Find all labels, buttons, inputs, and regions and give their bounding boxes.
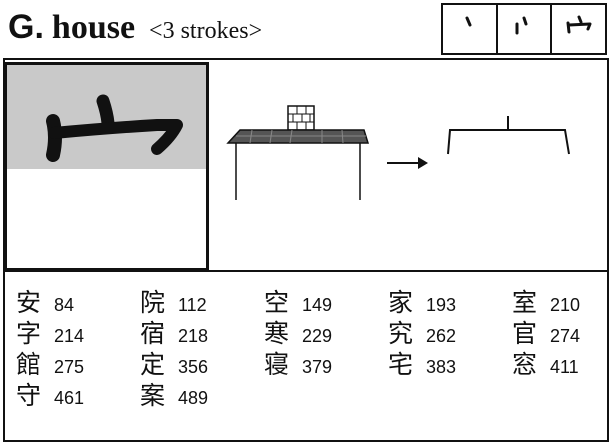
kanji-character: 字 <box>16 319 42 348</box>
page-title: G. house <3 strokes> <box>8 8 262 54</box>
kanji-character: 窓 <box>512 350 538 379</box>
kanji-entry: 定 356 <box>140 345 264 379</box>
kanji-character: 案 <box>140 381 166 410</box>
kanji-character: 定 <box>140 350 166 379</box>
kanji-entry: 宅 383 <box>388 345 512 379</box>
kanji-entry: 家 193 <box>388 283 512 317</box>
kanji-entry: 館 275 <box>16 345 140 379</box>
kanji-character: 寒 <box>264 319 290 348</box>
kanji-reference-number: 112 <box>178 295 207 315</box>
arrow-right-icon <box>387 157 428 169</box>
kanji-character: 室 <box>512 288 538 317</box>
kanji-character: 守 <box>16 381 42 410</box>
stroke-dot-icon <box>465 16 472 27</box>
section-divider <box>3 270 609 272</box>
stroke-dot-side-icon <box>515 16 528 35</box>
kanji-reference-number: 379 <box>302 357 333 377</box>
kanji-character: 官 <box>512 319 538 348</box>
kanji-reference-number: 229 <box>302 326 333 346</box>
kanji-reference-number: 193 <box>426 295 457 315</box>
stroke-order-panel <box>441 3 607 55</box>
kanji-entry: 院 112 <box>140 283 264 317</box>
kanji-character: 宿 <box>140 319 166 348</box>
kanji-entry: 字 214 <box>16 314 140 348</box>
kanji-reference-number: 149 <box>302 295 333 315</box>
kanji-list: 安 84 院 112 空 149 家 193 室 210 字 214 宿 218 寒 229 究 262 官 274 館… <box>16 283 606 410</box>
house-to-radical-illustration <box>226 105 570 200</box>
radical-meaning: house <box>51 9 136 46</box>
kanji-entry: 安 84 <box>16 283 140 317</box>
radical-display <box>4 62 209 271</box>
kanji-reference-number: 218 <box>178 326 209 346</box>
kanji-reference-number: 461 <box>54 388 85 408</box>
kanji-entry: 室 210 <box>512 283 611 317</box>
kanji-entry: 究 262 <box>388 314 512 348</box>
kanji-reference-number: 489 <box>178 388 209 408</box>
kanji-character: 寝 <box>264 350 290 379</box>
stroke-step-2 <box>495 5 551 55</box>
kanji-reference-number: 411 <box>550 357 579 377</box>
chimney <box>287 105 315 131</box>
kanji-character: 究 <box>388 319 414 348</box>
kanji-reference-number: 84 <box>54 295 75 315</box>
kanji-reference-number: 356 <box>178 357 209 377</box>
kanji-entry: 寒 229 <box>264 314 388 348</box>
kanji-reference-number: 262 <box>426 326 457 346</box>
section-letter: G. <box>8 8 44 46</box>
kanji-entry: 案 489 <box>140 376 264 410</box>
roof-tiles <box>236 129 366 144</box>
kanji-entry: 寝 379 <box>264 345 388 379</box>
roof-radical-icon <box>46 94 183 162</box>
kanji-reference-number: 275 <box>54 357 85 377</box>
stroke-count: <3 strokes> <box>149 18 263 44</box>
kanji-reference-number: 274 <box>550 326 581 346</box>
kanji-character: 空 <box>264 288 290 317</box>
kanji-entry: 窓 411 <box>512 345 611 379</box>
kanji-character: 館 <box>16 350 42 379</box>
kanji-character: 家 <box>388 288 414 317</box>
stroke-step-3 <box>550 5 606 55</box>
radical-outline-icon <box>447 116 570 155</box>
kanji-reference-number: 383 <box>426 357 457 377</box>
kanji-reference-number: 214 <box>54 326 85 346</box>
stroke-step-1 <box>441 5 496 55</box>
roof-radical-icon <box>566 15 592 34</box>
kanji-character: 安 <box>16 288 42 317</box>
kanji-reference-number: 210 <box>550 295 581 315</box>
kanji-entry: 宿 218 <box>140 314 264 348</box>
kanji-entry: 空 149 <box>264 283 388 317</box>
kanji-entry: 守 461 <box>16 376 140 410</box>
kanji-character: 院 <box>140 288 166 317</box>
kanji-character: 宅 <box>388 350 414 379</box>
kanji-entry: 官 274 <box>512 314 611 348</box>
